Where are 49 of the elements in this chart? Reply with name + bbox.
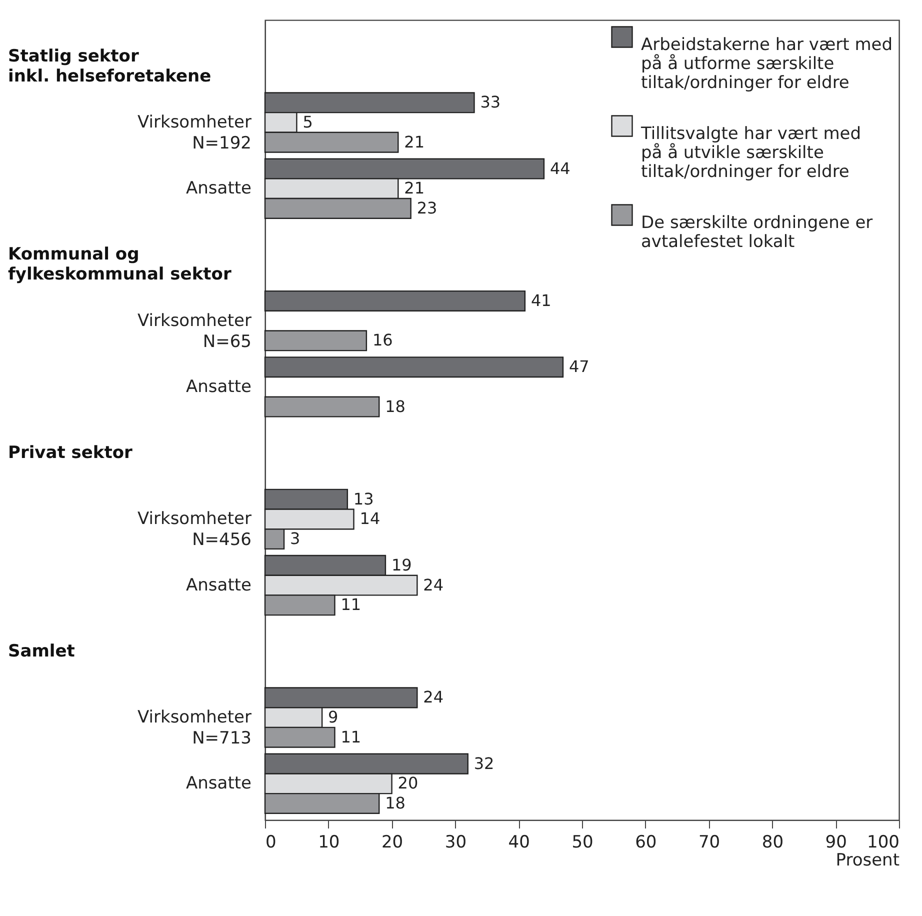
x-tick-label: 40 bbox=[508, 832, 530, 852]
data-label: 23 bbox=[416, 198, 438, 218]
data-label: 47 bbox=[568, 357, 590, 376]
x-tick-label: 0 bbox=[266, 832, 276, 852]
data-label: 19 bbox=[391, 555, 412, 574]
x-axis-title: Prosent bbox=[836, 850, 900, 870]
legend-label: Arbeidstakerne har vært med på å utforme særskilte tiltak/ordninger for eldre bbox=[641, 35, 893, 93]
data-label: 14 bbox=[360, 509, 380, 528]
y-tick-label: Virksomheter N=713 bbox=[138, 708, 252, 749]
x-tick-label: 60 bbox=[635, 832, 657, 852]
x-tick-label: 20 bbox=[381, 832, 404, 852]
data-label: 11 bbox=[340, 727, 362, 746]
data-label: 21 bbox=[404, 178, 424, 198]
data-label: 5 bbox=[302, 112, 313, 132]
data-label: 32 bbox=[474, 754, 494, 773]
x-tick-label: 70 bbox=[698, 832, 720, 852]
y-tick-label: Ansatte bbox=[186, 178, 252, 199]
legend-label: Tillitsvalgte har vært med på å utvikle særskilte tiltak/ordninger for eldre bbox=[640, 124, 862, 182]
text: Statlig sektor inkl. helseforetakene bbox=[8, 46, 212, 86]
legend-label: De særskilte ordningene er avtalefestet lokalt bbox=[641, 213, 873, 252]
data-label: 24 bbox=[423, 575, 444, 594]
text: Samlet bbox=[8, 641, 75, 662]
x-tick-label: 90 bbox=[825, 832, 847, 852]
text: Kommunal og fylkeskommunal sektor bbox=[8, 244, 232, 285]
y-tick-label: Virksomheter N=192 bbox=[138, 112, 252, 154]
data-label: 21 bbox=[404, 132, 424, 152]
x-tick-label: 80 bbox=[762, 832, 784, 852]
y-tick-label: Ansatte bbox=[186, 376, 252, 397]
y-tick-label: Ansatte bbox=[186, 774, 252, 794]
x-tick-label: 100 bbox=[867, 832, 900, 852]
data-label: 3 bbox=[290, 529, 300, 548]
x-tick-label: 10 bbox=[318, 832, 340, 852]
data-label: 13 bbox=[353, 489, 374, 508]
data-label: 18 bbox=[385, 793, 406, 812]
data-label: 41 bbox=[530, 290, 552, 310]
data-label: 20 bbox=[398, 774, 418, 793]
data-label: 16 bbox=[372, 330, 393, 350]
text: Privat sektor bbox=[8, 443, 134, 464]
data-label: 33 bbox=[480, 92, 501, 112]
x-tick-label: 50 bbox=[572, 832, 594, 852]
y-tick-label: Virksomheter N=65 bbox=[138, 310, 252, 352]
data-label: 18 bbox=[385, 396, 406, 416]
y-tick-label: Ansatte bbox=[186, 575, 252, 596]
y-tick-label: Virksomheter N=456 bbox=[138, 509, 252, 550]
data-label: 9 bbox=[328, 708, 338, 727]
data-label: 24 bbox=[423, 688, 444, 707]
data-label: 11 bbox=[340, 595, 362, 614]
data-label: 44 bbox=[550, 158, 570, 178]
x-tick-label: 30 bbox=[444, 832, 467, 852]
